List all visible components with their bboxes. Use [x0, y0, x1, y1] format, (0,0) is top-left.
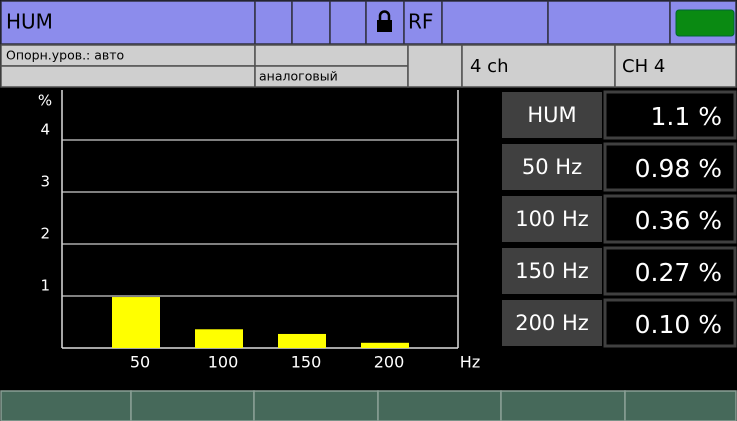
- reading-label-cell: [502, 144, 602, 190]
- reading-label-cell: [502, 248, 602, 294]
- bar: [361, 342, 409, 348]
- header-bar: HUM RF: [0, 0, 737, 45]
- softkey[interactable]: [130, 390, 255, 421]
- reading-value-cell: [603, 194, 737, 244]
- y-tick-label: 3: [40, 173, 50, 191]
- reading-label-cell: [502, 300, 602, 346]
- bar: [195, 329, 243, 348]
- x-tick-label: 200: [374, 353, 405, 372]
- header-cell: [329, 0, 367, 45]
- y-tick-label: 4: [40, 121, 50, 139]
- reading-label-cell: [502, 196, 602, 242]
- header-cell: [291, 0, 331, 45]
- status-cell: [614, 44, 737, 88]
- reading-label: HUM: [527, 103, 576, 127]
- header-cell: [403, 0, 443, 45]
- lock-icon: [377, 10, 392, 32]
- reading-label-cell: [502, 92, 602, 138]
- x-tick-label: 150: [291, 353, 322, 372]
- softkey-bar: [0, 390, 737, 421]
- reading-value-cell: [603, 90, 737, 140]
- y-axis-label: %: [38, 92, 52, 110]
- header-cell: [254, 0, 293, 45]
- reading-label: 150 Hz: [515, 259, 589, 283]
- reading-value: 0.36 %: [635, 206, 722, 235]
- reading-value-cell: [603, 246, 737, 296]
- chart: 1 2 3 4 50 100 150 200 HUM 1.1 % 50 Hz 0.98 % 100 Hz…: [40, 90, 737, 372]
- reading-value: 1.1 %: [651, 102, 722, 131]
- bar: [278, 333, 326, 348]
- reading-value: 0.98 %: [635, 154, 722, 183]
- reading-value: 0.27 %: [635, 258, 722, 287]
- softkey[interactable]: [624, 390, 737, 421]
- softkey[interactable]: [500, 390, 626, 421]
- header-title: HUM: [6, 10, 53, 34]
- header-cell: [441, 0, 549, 45]
- softkey[interactable]: [0, 390, 132, 421]
- bar: [112, 297, 160, 348]
- reference-label: Опорн.уров.: авто: [6, 48, 124, 63]
- y-tick-label: 2: [40, 225, 50, 243]
- header-cell: [547, 0, 671, 45]
- status-indicator: [675, 9, 735, 37]
- y-tick-label: 1: [40, 277, 50, 295]
- x-tick-label: 100: [208, 353, 239, 372]
- header-cell: [0, 0, 256, 45]
- reading-label: 50 Hz: [522, 155, 582, 179]
- reading-value-cell: [603, 142, 737, 192]
- reading-value: 0.10 %: [635, 310, 722, 339]
- reading-label: 100 Hz: [515, 207, 589, 231]
- status-cell: [407, 44, 463, 88]
- channels-label: 4 ch: [470, 56, 508, 77]
- rf-label: RF: [408, 10, 433, 34]
- status-cell: [254, 44, 409, 67]
- status-row: Опорн.уров.: авто аналоговый 4 ch CH 4: [0, 44, 737, 88]
- x-tick-label: 50: [130, 353, 150, 372]
- mode-label: аналоговый: [259, 69, 338, 84]
- softkey[interactable]: [253, 390, 379, 421]
- x-axis-label: Hz: [460, 353, 480, 372]
- reading-label: 200 Hz: [515, 311, 589, 335]
- channel-label: CH 4: [622, 56, 665, 77]
- softkey[interactable]: [377, 390, 502, 421]
- reading-value-cell: [603, 298, 737, 348]
- status-cell: [0, 65, 256, 88]
